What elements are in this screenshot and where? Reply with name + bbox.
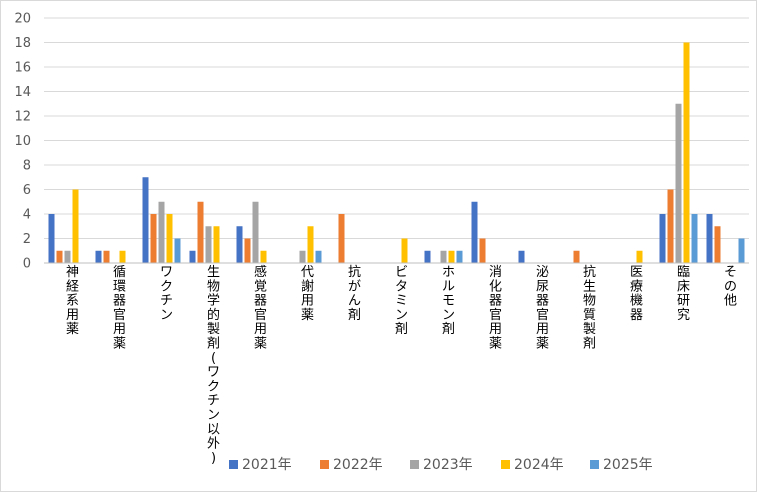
legend-swatch — [229, 460, 238, 469]
x-tick-label: 代謝用薬 — [301, 265, 314, 323]
x-tick-label: 消化器官用薬 — [489, 265, 502, 352]
y-tick-label: 2 — [23, 232, 31, 247]
bar — [150, 214, 157, 263]
x-tick-label: 生物学的製剤(ワクチン以外) — [207, 265, 220, 466]
bar — [72, 189, 79, 263]
x-tick-label: 医療機器 — [630, 265, 643, 323]
x-tick-label: 臨床研究 — [677, 265, 690, 323]
bar — [424, 250, 431, 263]
x-tick-label: 循環器官用薬 — [113, 265, 126, 352]
bar — [174, 238, 181, 263]
x-tick-label: その他 — [724, 265, 737, 309]
y-tick-label: 12 — [14, 110, 31, 125]
y-tick-label: 10 — [14, 134, 31, 149]
bar — [64, 250, 71, 263]
bar — [440, 250, 447, 263]
bar — [189, 250, 196, 263]
bar — [683, 42, 690, 263]
bar — [197, 201, 204, 263]
legend-item: 2025年 — [590, 457, 653, 473]
bar — [479, 238, 486, 263]
x-tick-label: 抗生物質製剤 — [583, 265, 596, 352]
legend-swatch — [501, 460, 510, 469]
bar — [56, 250, 63, 263]
bar — [244, 238, 251, 263]
bar — [573, 250, 580, 263]
legend-item: 2021年 — [229, 457, 292, 473]
legend-swatch — [590, 460, 599, 469]
legend-swatch — [320, 460, 329, 469]
bar — [307, 226, 314, 263]
y-axis: 0 2 4 6 8 10 12 14 16 18 20 — [14, 12, 31, 272]
bar — [448, 250, 455, 263]
bar — [119, 250, 126, 263]
legend-item: 2024年 — [501, 457, 564, 473]
x-tick-label: 感覚器官用薬 — [254, 264, 267, 352]
x-tick-label: ホルモン剤 — [442, 265, 455, 337]
bars — [48, 42, 745, 263]
legend-item: 2023年 — [410, 457, 473, 473]
bar — [158, 201, 165, 263]
bar — [706, 214, 713, 263]
bar — [636, 250, 643, 263]
bar — [518, 250, 525, 263]
bar — [103, 250, 110, 263]
bar — [691, 214, 698, 263]
bar — [456, 250, 463, 263]
legend-swatch — [410, 460, 419, 469]
bar — [714, 226, 721, 263]
bar — [299, 250, 306, 263]
y-tick-label: 16 — [14, 61, 31, 76]
legend-label: 2023年 — [423, 457, 473, 473]
y-tick-label: 20 — [14, 12, 31, 27]
x-tick-label: 泌尿器官用薬 — [536, 265, 549, 352]
bar — [205, 226, 212, 263]
x-axis: 神経系用薬 循環器官用薬 ワクチン 生物学的製剤(ワクチン以外) 感覚器官用薬 代謝用薬 抗… — [44, 262, 749, 466]
bar — [659, 214, 666, 263]
y-tick-label: 6 — [23, 183, 31, 198]
x-tick-label: ビタミン剤 — [395, 265, 408, 337]
y-tick-label: 4 — [23, 208, 31, 223]
bar — [315, 250, 322, 263]
x-tick-label: 抗がん剤 — [348, 265, 361, 323]
legend: 2021年 2022年 2023年 2024年 2025年 — [229, 457, 653, 473]
y-tick-label: 14 — [14, 85, 31, 100]
bar — [236, 226, 243, 263]
bar — [252, 201, 259, 263]
legend-label: 2022年 — [333, 457, 383, 473]
bar — [48, 214, 55, 263]
x-tick-label: 神経系用薬 — [66, 265, 79, 337]
bar — [338, 214, 345, 263]
legend-label: 2024年 — [514, 457, 564, 473]
bar — [213, 226, 220, 263]
y-tick-label: 18 — [14, 36, 31, 51]
bar — [260, 250, 267, 263]
y-tick-label: 0 — [23, 257, 31, 272]
bar — [471, 201, 478, 263]
bar — [401, 238, 408, 263]
y-tick-label: 8 — [23, 159, 31, 174]
bar — [675, 103, 682, 263]
x-tick-label: ワクチン — [160, 265, 173, 323]
bar — [95, 250, 102, 263]
bar — [667, 189, 674, 263]
bar — [738, 238, 745, 263]
legend-label: 2025年 — [603, 457, 653, 473]
gridlines — [44, 17, 749, 264]
legend-item: 2022年 — [320, 457, 383, 473]
legend-label: 2021年 — [242, 457, 292, 473]
bar — [166, 214, 173, 263]
bar — [142, 177, 149, 263]
